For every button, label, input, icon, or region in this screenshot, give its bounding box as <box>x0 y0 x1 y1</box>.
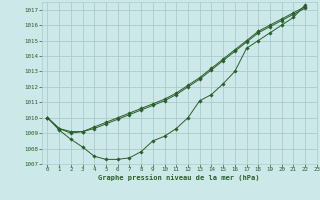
X-axis label: Graphe pression niveau de la mer (hPa): Graphe pression niveau de la mer (hPa) <box>99 174 260 181</box>
